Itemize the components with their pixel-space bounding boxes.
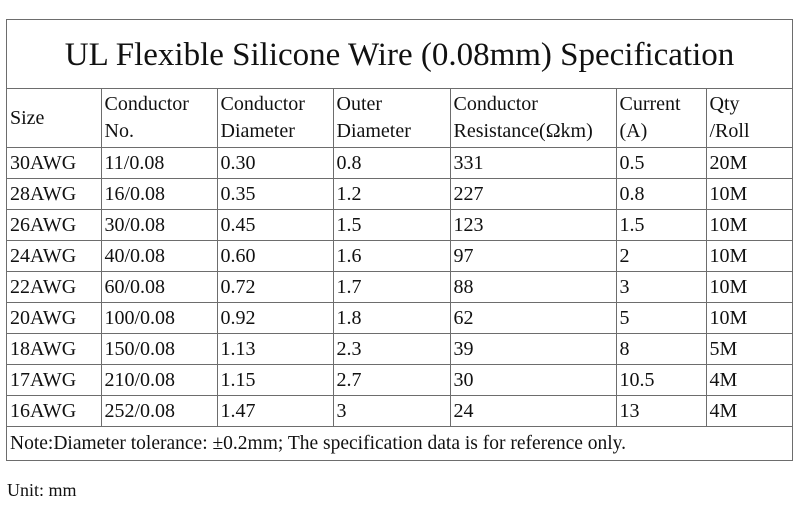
table-row: 30AWG 11/0.08 0.30 0.8 331 0.5 20M xyxy=(7,147,792,179)
cell-conductor-no: 60/0.08 xyxy=(100,271,218,303)
column-header-qty-roll: Qty/Roll xyxy=(705,89,792,148)
cell-conductor-diameter: 1.47 xyxy=(216,395,334,426)
spec-table: Size Conductor No. Conductor Diameter Outer Di… xyxy=(7,89,792,426)
cell-outer-diameter: 1.8 xyxy=(332,302,451,334)
column-header-line: /Roll xyxy=(709,120,750,142)
cell-resistance: 30 xyxy=(449,364,617,396)
table-row: 26AWG 30/0.08 0.45 1.5 123 1.5 10M xyxy=(7,209,792,241)
cell-size: 18AWG xyxy=(7,333,102,365)
cell-current: 13 xyxy=(615,395,707,426)
cell-conductor-diameter: 0.35 xyxy=(216,178,334,210)
column-header-line: Qty xyxy=(709,93,740,115)
cell-qty-roll: 10M xyxy=(705,240,792,272)
column-header-line: Resistance(Ωkm) xyxy=(453,120,593,142)
cell-outer-diameter: 1.7 xyxy=(332,271,451,303)
cell-current: 8 xyxy=(615,333,707,365)
cell-resistance: 24 xyxy=(449,395,617,426)
cell-conductor-no: 40/0.08 xyxy=(100,240,218,272)
cell-size: 28AWG xyxy=(7,178,102,210)
column-header-line: No. xyxy=(104,120,134,142)
cell-current: 0.8 xyxy=(615,178,707,210)
cell-qty-roll: 10M xyxy=(705,178,792,210)
cell-conductor-diameter: 1.15 xyxy=(216,364,334,396)
cell-qty-roll: 10M xyxy=(705,209,792,241)
cell-size: 22AWG xyxy=(7,271,102,303)
cell-size: 26AWG xyxy=(7,209,102,241)
column-header-line: Current xyxy=(619,93,681,115)
tolerance-note: Note:Diameter tolerance: ±0.2mm; The spe… xyxy=(7,426,792,460)
cell-current: 10.5 xyxy=(615,364,707,396)
table-row: 28AWG 16/0.08 0.35 1.2 227 0.8 10M xyxy=(7,178,792,210)
table-row: 17AWG 210/0.08 1.15 2.7 30 10.5 4M xyxy=(7,364,792,396)
column-header-line: Size xyxy=(10,106,45,129)
cell-resistance: 97 xyxy=(449,240,617,272)
cell-qty-roll: 10M xyxy=(705,302,792,334)
cell-size: 17AWG xyxy=(7,364,102,396)
column-header-line: Conductor xyxy=(453,93,538,115)
cell-conductor-no: 150/0.08 xyxy=(100,333,218,365)
column-header-size: Size xyxy=(7,89,102,148)
column-header-line: Diameter xyxy=(220,120,295,142)
column-header-line: Diameter xyxy=(336,120,411,142)
cell-qty-roll: 10M xyxy=(705,271,792,303)
cell-conductor-no: 30/0.08 xyxy=(100,209,218,241)
cell-resistance: 88 xyxy=(449,271,617,303)
cell-conductor-no: 210/0.08 xyxy=(100,364,218,396)
column-header-conductor-diameter: Conductor Diameter xyxy=(216,89,334,148)
cell-conductor-no: 252/0.08 xyxy=(100,395,218,426)
cell-conductor-no: 16/0.08 xyxy=(100,178,218,210)
table-row: 20AWG 100/0.08 0.92 1.8 62 5 10M xyxy=(7,302,792,334)
table-row: 16AWG 252/0.08 1.47 3 24 13 4M xyxy=(7,395,792,426)
cell-qty-roll: 4M xyxy=(705,395,792,426)
cell-conductor-diameter: 0.30 xyxy=(216,147,334,179)
cell-conductor-diameter: 0.92 xyxy=(216,302,334,334)
table-title: UL Flexible Silicone Wire (0.08mm) Speci… xyxy=(7,20,792,89)
cell-resistance: 331 xyxy=(449,147,617,179)
column-header-line: Conductor xyxy=(104,93,189,115)
cell-size: 24AWG xyxy=(7,240,102,272)
cell-current: 1.5 xyxy=(615,209,707,241)
cell-outer-diameter: 2.3 xyxy=(332,333,451,365)
column-header-conductor-no: Conductor No. xyxy=(100,89,218,148)
cell-size: 20AWG xyxy=(7,302,102,334)
table-row: 18AWG 150/0.08 1.13 2.3 39 8 5M xyxy=(7,333,792,365)
column-header-current: Current (A) xyxy=(615,89,707,148)
cell-size: 16AWG xyxy=(7,395,102,426)
cell-outer-diameter: 1.6 xyxy=(332,240,451,272)
cell-current: 3 xyxy=(615,271,707,303)
cell-conductor-no: 100/0.08 xyxy=(100,302,218,334)
cell-conductor-diameter: 0.60 xyxy=(216,240,334,272)
column-header-resistance: Conductor Resistance(Ωkm) xyxy=(449,89,617,148)
cell-outer-diameter: 2.7 xyxy=(332,364,451,396)
table-row: 24AWG 40/0.08 0.60 1.6 97 2 10M xyxy=(7,240,792,272)
cell-outer-diameter: 1.5 xyxy=(332,209,451,241)
cell-size: 30AWG xyxy=(7,147,102,179)
header-row: Size Conductor No. Conductor Diameter Outer Di… xyxy=(7,89,792,148)
cell-conductor-diameter: 0.45 xyxy=(216,209,334,241)
cell-current: 5 xyxy=(615,302,707,334)
cell-resistance: 39 xyxy=(449,333,617,365)
cell-resistance: 227 xyxy=(449,178,617,210)
cell-qty-roll: 5M xyxy=(705,333,792,365)
column-header-line: (A) xyxy=(619,120,648,142)
cell-conductor-diameter: 1.13 xyxy=(216,333,334,365)
cell-resistance: 123 xyxy=(449,209,617,241)
spec-table-container: UL Flexible Silicone Wire (0.08mm) Speci… xyxy=(6,19,793,461)
table-row: 22AWG 60/0.08 0.72 1.7 88 3 10M xyxy=(7,271,792,303)
cell-outer-diameter: 1.2 xyxy=(332,178,451,210)
cell-qty-roll: 4M xyxy=(705,364,792,396)
cell-outer-diameter: 0.8 xyxy=(332,147,451,179)
table-body: 30AWG 11/0.08 0.30 0.8 331 0.5 20M 28AWG 16/0.08… xyxy=(7,147,792,426)
column-header-line: Conductor xyxy=(220,93,305,115)
unit-label: Unit: mm xyxy=(7,480,77,500)
cell-conductor-no: 11/0.08 xyxy=(100,147,218,179)
cell-outer-diameter: 3 xyxy=(332,395,451,426)
cell-current: 2 xyxy=(615,240,707,272)
column-header-line: Outer xyxy=(336,93,383,115)
cell-resistance: 62 xyxy=(449,302,617,334)
cell-current: 0.5 xyxy=(615,147,707,179)
cell-qty-roll: 20M xyxy=(705,147,792,179)
cell-conductor-diameter: 0.72 xyxy=(216,271,334,303)
column-header-outer-diameter: Outer Diameter xyxy=(332,89,451,148)
